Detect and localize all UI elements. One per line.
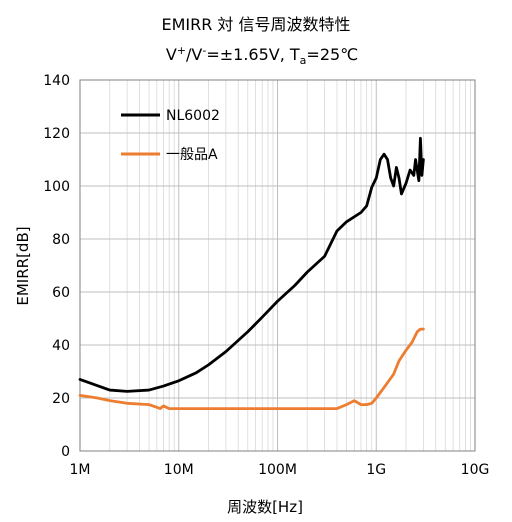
y-axis-label: EMIRR[dB]: [14, 226, 32, 305]
subtitle-sup2: -: [202, 44, 206, 57]
subtitle-sub: a: [300, 54, 307, 67]
chart-title: EMIRR 対 信号周波数特性: [161, 15, 350, 34]
subtitle-end: =25℃: [306, 45, 358, 64]
legend: NL6002 一般品A: [121, 108, 220, 163]
x-tick-label: 10G: [461, 462, 490, 478]
y-tick-label: 100: [43, 179, 70, 195]
subtitle-sup1: +: [177, 44, 186, 57]
y-tick-label: 0: [61, 444, 70, 460]
y-tick-label: 20: [52, 391, 70, 407]
x-tick-labels: 1M 10M 100M 1G 10G: [70, 462, 490, 478]
subtitle-mid: /V: [186, 45, 202, 64]
series-line-generic-a: [78, 327, 425, 410]
y-tick-label: 80: [52, 232, 70, 248]
series-lines: [78, 136, 425, 410]
subtitle-rest: =±1.65V, T: [206, 45, 300, 64]
legend-label-nl6002: NL6002: [166, 108, 220, 124]
chart-subtitle: V+/V-=±1.65V, Ta=25℃: [166, 44, 358, 67]
minor-grid: [109, 80, 471, 451]
x-tick-label: 1M: [70, 462, 91, 478]
y-tick-label: 40: [52, 338, 70, 354]
y-tick-label: 60: [52, 285, 70, 301]
subtitle-prefix: V: [166, 45, 177, 64]
legend-label-generic-a: 一般品A: [166, 147, 218, 163]
plot-area-border: [79, 79, 476, 452]
x-tick-label: 100M: [258, 462, 297, 478]
series-line-nl6002: [78, 136, 425, 393]
x-axis-label: 周波数[Hz]: [227, 498, 303, 516]
x-tick-label: 10M: [164, 462, 194, 478]
x-tick-label: 1G: [366, 462, 386, 478]
y-tick-label: 120: [43, 126, 70, 142]
y-tick-label: 140: [43, 73, 70, 89]
y-tick-labels: 0 20 40 60 80 100 120 140: [43, 73, 70, 460]
